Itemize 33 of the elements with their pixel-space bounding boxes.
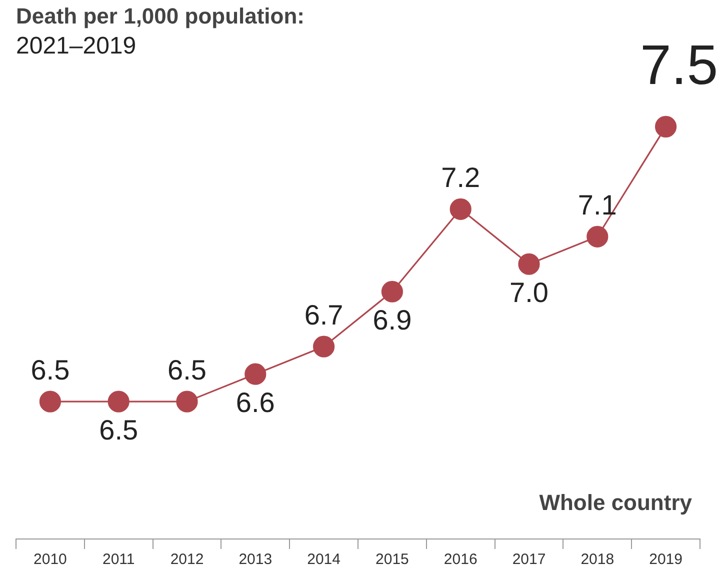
data-label: 6.9 [372,304,412,336]
point [586,226,608,248]
x-tick-label: 2010 [34,551,67,568]
point [655,116,677,138]
point [313,336,335,358]
data-label: 6.5 [168,354,206,386]
x-tick-label: 2018 [580,551,614,568]
point [244,363,266,385]
point [381,280,403,302]
chart-subtitle: 2021–2019 [16,32,136,60]
x-tick-label: 2013 [238,551,272,568]
data-label: 6.5 [30,354,70,386]
data-label: 6.6 [236,386,275,418]
x-tick-label: 2011 [102,551,135,568]
x-tick-label: 2015 [376,551,409,568]
x-tick-label: 2017 [512,551,546,568]
data-label: 6.5 [99,414,138,446]
chart-title: Death per 1,000 population: [16,3,304,28]
x-tick-label: 2016 [444,551,478,568]
point [450,198,472,220]
data-label: 7.1 [578,189,617,220]
point [39,390,61,412]
data-label: 6.7 [304,299,344,330]
point [176,390,198,412]
x-tick-label: 2019 [649,551,682,568]
text: Whole country [539,490,693,516]
point [518,253,540,275]
data-label: 7.0 [510,276,548,308]
x-tick-label: 2014 [307,551,340,568]
data-label: 7.5 [640,33,718,96]
point [108,390,130,412]
data-label: 7.2 [441,162,480,193]
x-tick-label: 2012 [170,551,204,568]
